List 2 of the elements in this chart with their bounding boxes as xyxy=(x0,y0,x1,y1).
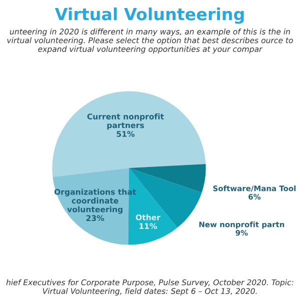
chart-title: Virtual Volunteering xyxy=(54,8,244,24)
pie-slice xyxy=(52,91,206,177)
